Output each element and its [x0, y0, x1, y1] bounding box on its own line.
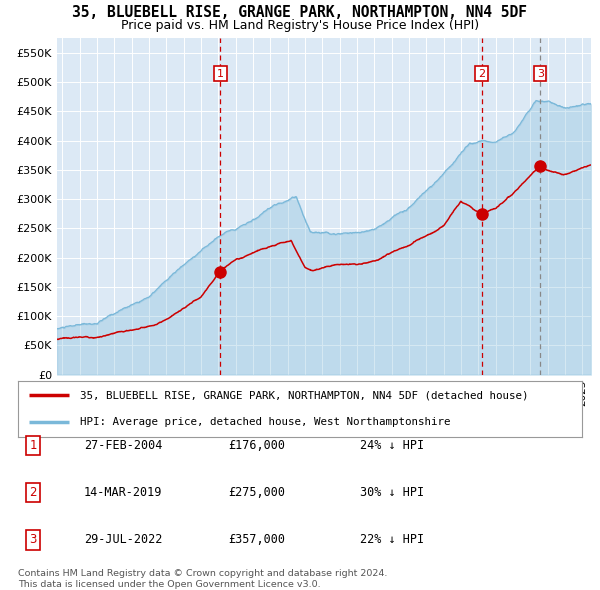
Text: 24% ↓ HPI: 24% ↓ HPI	[360, 439, 424, 452]
Text: 35, BLUEBELL RISE, GRANGE PARK, NORTHAMPTON, NN4 5DF: 35, BLUEBELL RISE, GRANGE PARK, NORTHAMP…	[73, 5, 527, 19]
Text: 30% ↓ HPI: 30% ↓ HPI	[360, 486, 424, 499]
Text: £275,000: £275,000	[228, 486, 285, 499]
Text: 1: 1	[217, 68, 224, 78]
Text: 22% ↓ HPI: 22% ↓ HPI	[360, 533, 424, 546]
Text: This data is licensed under the Open Government Licence v3.0.: This data is licensed under the Open Gov…	[18, 579, 320, 589]
Text: 27-FEB-2004: 27-FEB-2004	[84, 439, 163, 452]
Text: 1: 1	[29, 439, 37, 452]
Text: £176,000: £176,000	[228, 439, 285, 452]
Text: 2: 2	[29, 486, 37, 499]
Text: Price paid vs. HM Land Registry's House Price Index (HPI): Price paid vs. HM Land Registry's House …	[121, 19, 479, 32]
Text: Contains HM Land Registry data © Crown copyright and database right 2024.: Contains HM Land Registry data © Crown c…	[18, 569, 388, 578]
Text: 3: 3	[29, 533, 37, 546]
Text: 2: 2	[478, 68, 485, 78]
Text: 3: 3	[537, 68, 544, 78]
Text: 29-JUL-2022: 29-JUL-2022	[84, 533, 163, 546]
Text: £357,000: £357,000	[228, 533, 285, 546]
Text: HPI: Average price, detached house, West Northamptonshire: HPI: Average price, detached house, West…	[80, 417, 451, 427]
Text: 14-MAR-2019: 14-MAR-2019	[84, 486, 163, 499]
Text: 35, BLUEBELL RISE, GRANGE PARK, NORTHAMPTON, NN4 5DF (detached house): 35, BLUEBELL RISE, GRANGE PARK, NORTHAMP…	[80, 390, 529, 400]
